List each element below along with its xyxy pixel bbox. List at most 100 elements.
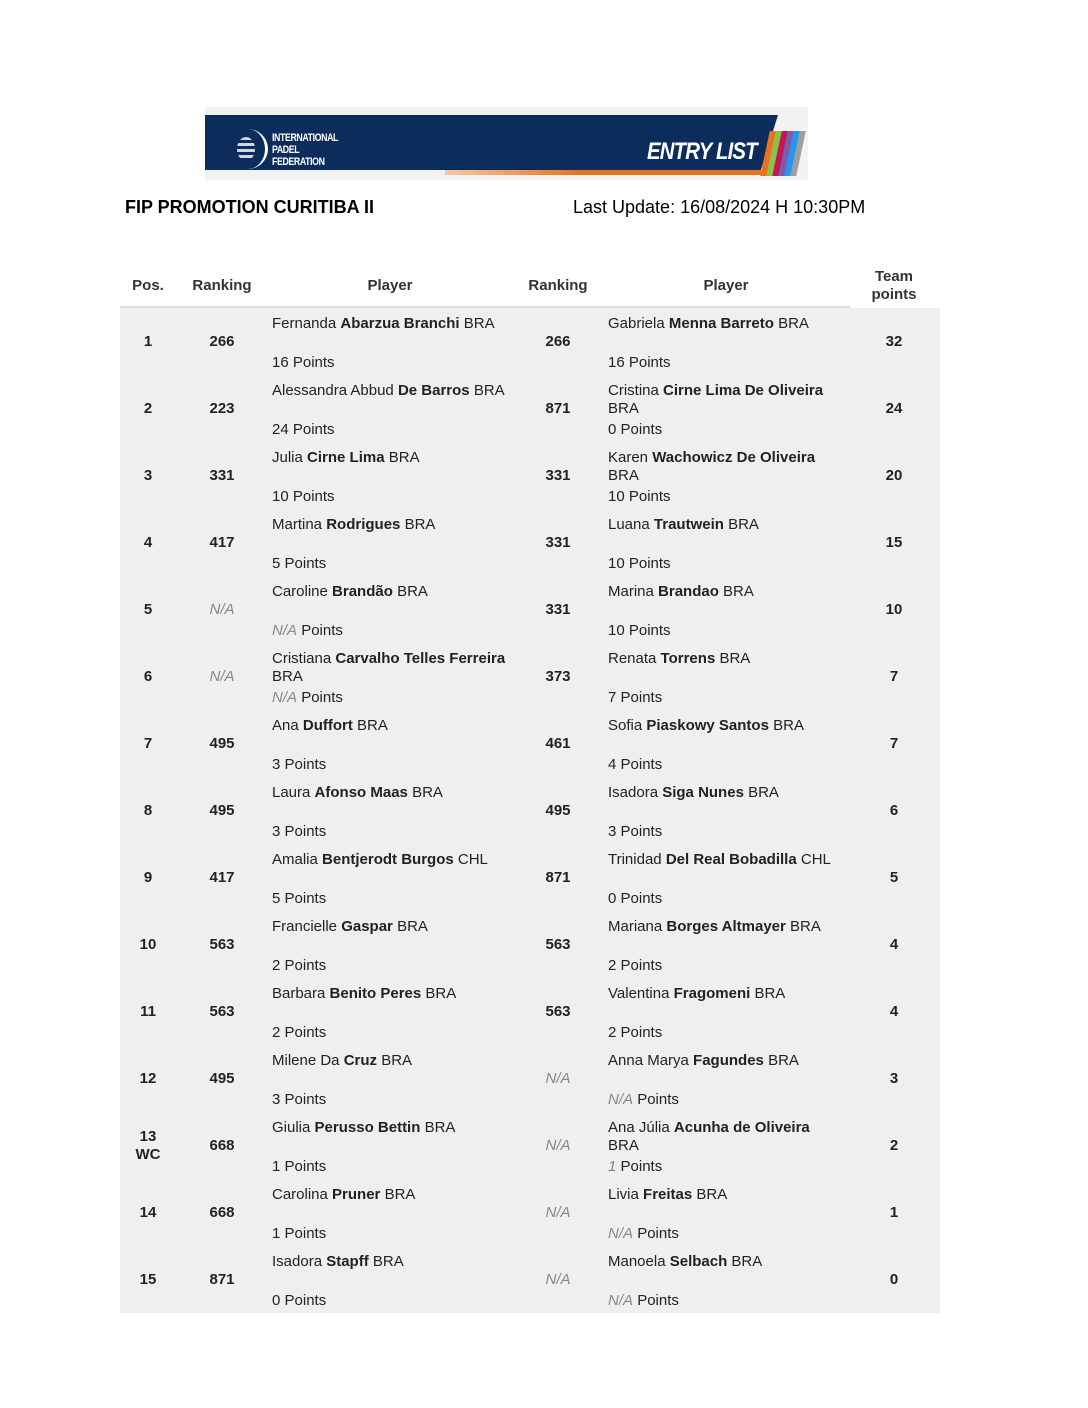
player-first-name: Manoela xyxy=(608,1253,666,1270)
player-points-value: 1 xyxy=(608,1158,617,1175)
player-points-value: 10 xyxy=(608,555,625,572)
player-last-name: Afonso Maas xyxy=(314,784,408,801)
ranking-2-cell: 461 xyxy=(545,734,571,752)
ranking-1-cell: 668 xyxy=(209,1203,235,1221)
player-last-name: Torrens xyxy=(660,650,716,667)
header-player-2: Player xyxy=(703,277,749,294)
player-name: Marina Brandao BRA xyxy=(608,583,843,601)
table-row: 8 495 Laura Afonso Maas BRA 3 Points 495… xyxy=(120,777,940,844)
position-cell: 6 xyxy=(120,643,176,710)
player-points: 7 Points xyxy=(608,689,662,707)
header-pos: Pos. xyxy=(132,277,164,294)
player-cell: Trinidad Del Real Bobadilla CHL 0 Points xyxy=(608,851,848,911)
ranking-2-cell: 563 xyxy=(545,935,571,953)
player-cell: Alessandra Abbud De Barros BRA 24 Points xyxy=(272,382,512,442)
position-value: 4 xyxy=(143,533,153,551)
player-points-value: 0 xyxy=(608,890,617,907)
player-first-name: Luana xyxy=(608,516,650,533)
banner-label: ENTRY LIST xyxy=(647,138,758,165)
ranking-2-cell: 871 xyxy=(545,399,571,417)
ranking-1-cell: 563 xyxy=(209,935,235,953)
team-points-cell: 20 xyxy=(885,466,903,484)
player-nationality: BRA xyxy=(357,717,388,734)
player-last-name: Cirne Lima xyxy=(307,449,385,466)
entry-table-body: 1 266 Fernanda Abarzua Branchi BRA 16 Po… xyxy=(120,308,940,1313)
player-points-value: 3 xyxy=(272,756,281,773)
player-points-value: N/A xyxy=(272,689,298,706)
player-last-name: Stapff xyxy=(326,1253,369,1270)
banner-orange-stripe xyxy=(445,170,775,175)
player-first-name: Gabriela xyxy=(608,315,665,332)
ranking-1-cell: N/A xyxy=(209,600,235,618)
player-nationality: BRA xyxy=(397,918,428,935)
player-last-name: Wachowicz De Oliveira xyxy=(652,449,816,466)
ranking-1-cell: 495 xyxy=(209,1069,235,1087)
player-first-name: Karen xyxy=(608,449,649,466)
points-label: Points xyxy=(620,890,663,907)
player-points: 5 Points xyxy=(272,555,326,573)
table-row: 4 417 Martina Rodrigues BRA 5 Points 331… xyxy=(120,509,940,576)
player-points-value: 7 xyxy=(608,689,617,706)
team-points-cell: 32 xyxy=(885,332,903,350)
player-name: Amalia Bentjerodt Burgos CHL xyxy=(272,851,507,869)
header-ranking-1: Ranking xyxy=(192,277,252,294)
player-cell: Renata Torrens BRA 7 Points xyxy=(608,650,848,710)
wildcard-label: WC xyxy=(135,1145,161,1163)
player-points: 1 Points xyxy=(272,1225,326,1243)
player-points: 0 Points xyxy=(608,890,662,908)
points-label: Points xyxy=(284,823,327,840)
ranking-1-cell: 495 xyxy=(209,801,235,819)
player-cell: Isadora Stapff BRA 0 Points xyxy=(272,1253,512,1313)
player-points-value: 16 xyxy=(272,354,289,371)
ranking-1-cell: 563 xyxy=(209,1002,235,1020)
points-label: Points xyxy=(292,421,335,438)
points-label: Points xyxy=(628,354,671,371)
player-points: 0 Points xyxy=(608,421,662,439)
ranking-1-cell: 417 xyxy=(209,868,235,886)
player-last-name: Trautwein xyxy=(653,516,724,533)
player-name: Sofia Piaskowy Santos BRA xyxy=(608,717,843,735)
ranking-1-cell: 668 xyxy=(209,1136,235,1154)
ranking-1-cell: 871 xyxy=(209,1270,235,1288)
player-first-name: Valentina xyxy=(608,985,670,1002)
player-last-name: Brandao xyxy=(658,583,719,600)
player-name: Julia Cirne Lima BRA xyxy=(272,449,507,467)
player-last-name: Abarzua Branchi xyxy=(340,315,460,332)
player-cell: Gabriela Menna Barreto BRA 16 Points xyxy=(608,315,848,375)
player-points: 2 Points xyxy=(608,1024,662,1042)
table-row: 9 417 Amalia Bentjerodt Burgos CHL 5 Poi… xyxy=(120,844,940,911)
position-cell: 12 xyxy=(120,1045,176,1112)
player-first-name: Francielle xyxy=(272,918,338,935)
player-points-value: N/A xyxy=(272,622,298,639)
header-team-points: Team points xyxy=(871,268,917,303)
player-nationality: BRA xyxy=(748,784,779,801)
player-first-name: Giulia xyxy=(272,1119,311,1136)
player-last-name: De Barros xyxy=(397,382,470,399)
player-cell: Carolina Pruner BRA 1 Points xyxy=(272,1186,512,1246)
player-points: 0 Points xyxy=(272,1292,326,1310)
player-last-name: Carvalho Telles Ferreira xyxy=(335,650,506,667)
table-row: 5 N/A Caroline Brandão BRA N/A Points 33… xyxy=(120,576,940,643)
table-row: 7 495 Ana Duffort BRA 3 Points 461 Sofia… xyxy=(120,710,940,777)
player-last-name: Cirne Lima De Oliveira xyxy=(663,382,824,399)
position-value: 15 xyxy=(139,1270,157,1288)
team-points-cell: 4 xyxy=(889,1002,899,1020)
ranking-2-cell: 373 xyxy=(545,667,571,685)
player-first-name: Isadora xyxy=(608,784,659,801)
fip-logo-text: INTERNATIONAL PADEL FEDERATION xyxy=(272,132,338,168)
team-points-cell: 6 xyxy=(889,801,899,819)
player-nationality: BRA xyxy=(719,650,751,667)
player-nationality: BRA xyxy=(608,400,639,417)
player-points: 24 Points xyxy=(272,421,335,439)
player-first-name: Marina xyxy=(608,583,654,600)
points-label: Points xyxy=(284,1158,327,1175)
position-value: 3 xyxy=(143,466,153,484)
player-cell: Marina Brandao BRA 10 Points xyxy=(608,583,848,643)
player-first-name: Julia xyxy=(272,449,303,466)
player-first-name: Alessandra Abbud xyxy=(272,382,394,399)
player-nationality: BRA xyxy=(723,583,754,600)
player-first-name: Martina xyxy=(272,516,323,533)
position-cell: 13 WC xyxy=(120,1112,176,1179)
player-first-name: Ana Júlia xyxy=(608,1119,670,1136)
player-nationality: BRA xyxy=(397,583,428,600)
